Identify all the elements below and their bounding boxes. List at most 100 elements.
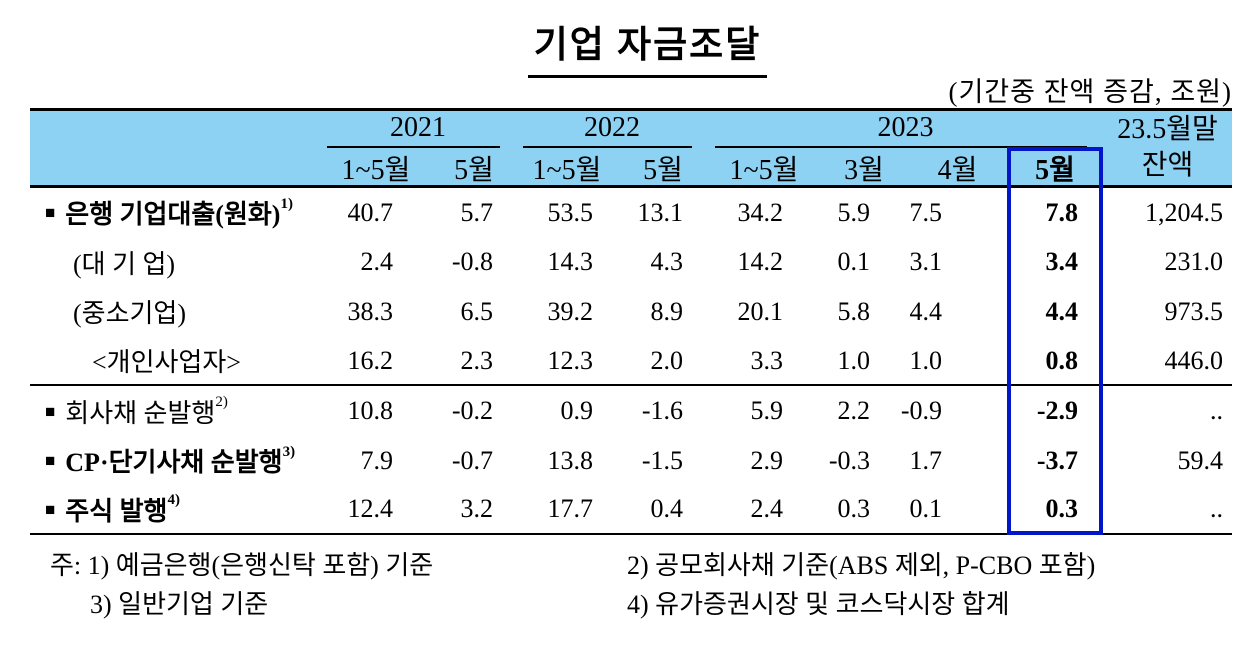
value-cell: 3.1 <box>909 247 943 277</box>
value-cell: 0.4 <box>618 486 708 536</box>
value-cell: 0.1 <box>908 486 1007 536</box>
value-cell: 2.2 <box>837 396 871 426</box>
value-cell: 4.3 <box>650 247 684 277</box>
footnote-2: 2) 공모회사채 기준(ABS 제외, P-CBO 포함) <box>627 551 1096 580</box>
value-cell: -3.7 <box>1036 445 1078 475</box>
value-cell: 2.3 <box>432 337 516 387</box>
value-cell: -1.5 <box>641 445 683 475</box>
value-cell: 38.3 <box>347 296 394 326</box>
row-label-text: 주식 발행 <box>65 496 168 526</box>
value-cell: 6.5 <box>460 296 494 326</box>
value-cell: 3.3 <box>708 337 820 387</box>
value-cell: 7.9 <box>360 445 394 475</box>
subcol-2023-jan-may: 1~5월 <box>729 155 799 186</box>
value-cell: 1,204.5 <box>1145 197 1223 227</box>
table-grid: 2021 2022 2023 23.5월말 잔액 1~5월 5월 1~5월 5월… <box>30 108 1232 536</box>
value-cell: 3.4 <box>1045 247 1079 277</box>
value-cell: 13.1 <box>637 197 684 227</box>
corner-cell <box>30 108 320 188</box>
value-cell: 39.2 <box>547 296 594 326</box>
value-cell: 59.4 <box>1177 445 1224 475</box>
value-cell: 14.3 <box>547 247 594 277</box>
value-cell: .. <box>1210 396 1223 426</box>
value-cell: 1.0 <box>820 337 908 387</box>
row-label: ■ CP·단기사채 순발행 3) <box>45 443 296 478</box>
row-label-text: (중소기업) <box>73 299 186 329</box>
subcol-2023-mar: 3월 <box>844 155 884 186</box>
value-cell: 17.7 <box>516 486 618 536</box>
value-cell: 0.3 <box>820 486 908 536</box>
footnote-3: 3) 일반기업 기준 <box>90 590 269 619</box>
value-cell: 973.5 <box>1164 296 1224 326</box>
row-label: ■ 회사채 순발행 2) <box>45 394 228 428</box>
value-cell: .. <box>1103 486 1232 536</box>
row-bullet-icon: ■ <box>45 499 56 519</box>
footnotes-right-column: 2) 공모회사채 기준(ABS 제외, P-CBO 포함) 4) 유가증권시장 … <box>627 546 1095 624</box>
value-cell: -2.9 <box>1036 396 1078 426</box>
value-cell: 0.3 <box>1007 486 1103 536</box>
row-label-text: (대 기 업) <box>73 249 176 279</box>
subcol-2022-jan-may: 1~5월 <box>532 155 602 186</box>
value-cell: 12.4 <box>320 486 432 536</box>
balance-column-header: 23.5월말 잔액 <box>1103 108 1232 188</box>
value-cell: -1.6 <box>641 396 683 426</box>
value-cell: 4.4 <box>909 296 943 326</box>
row-bullet-icon: ■ <box>45 203 56 223</box>
value-cell: 1.7 <box>909 445 943 475</box>
value-cell: 12.3 <box>516 337 618 387</box>
row-label-text: CP·단기사채 순발행 <box>65 448 283 478</box>
value-cell: 5.9 <box>750 396 784 426</box>
value-cell: 40.7 <box>347 197 394 227</box>
financing-table: 2021 2022 2023 23.5월말 잔액 1~5월 5월 1~5월 5월… <box>30 108 1232 541</box>
value-cell: 5.9 <box>837 197 871 227</box>
value-cell: 16.2 <box>320 337 432 387</box>
balance-header-line1: 23.5월말 <box>1117 114 1218 145</box>
value-cell: 0.8 <box>1007 337 1103 387</box>
value-cell: 1.0 <box>908 337 1007 387</box>
row-label: (중소기업) <box>30 287 320 337</box>
value-cell: -0.7 <box>451 445 493 475</box>
col-group-2021: 2021 <box>320 108 516 148</box>
value-cell: 3.2 <box>432 486 516 536</box>
col-group-2023: 2023 <box>708 108 1103 148</box>
value-cell: 446.0 <box>1103 337 1232 387</box>
footnote-4: 4) 유가증권시장 및 코스닥시장 합계 <box>627 590 1010 619</box>
value-cell: 53.5 <box>547 197 594 227</box>
value-cell: 2.9 <box>750 445 784 475</box>
subcol-2021-may: 5월 <box>454 155 494 186</box>
unit-note: (기간중 잔액 증감, 조원) <box>948 77 1232 107</box>
value-cell: 20.1 <box>737 296 784 326</box>
page-title: 기업 자금조달 <box>527 14 768 78</box>
value-cell: 2.0 <box>618 337 708 387</box>
row-bullet-icon: ■ <box>45 401 56 421</box>
row-label: <개인사업자> <box>30 337 320 387</box>
subcol-2023-apr: 4월 <box>937 155 978 186</box>
value-cell: 10.8 <box>347 396 394 426</box>
value-cell: 0.1 <box>837 247 871 277</box>
value-cell: 2.4 <box>360 247 394 277</box>
row-label: ■ 주식 발행 4) <box>30 486 320 536</box>
value-cell: 5.8 <box>837 296 871 326</box>
row-label: (대 기 업) <box>30 238 320 288</box>
value-cell: 5.7 <box>460 197 494 227</box>
value-cell: 4.4 <box>1045 296 1079 326</box>
value-cell: 34.2 <box>737 197 784 227</box>
value-cell: 231.0 <box>1164 247 1224 277</box>
value-cell: 13.8 <box>547 445 594 475</box>
row-label-text: <개인사업자> <box>92 348 241 378</box>
row-label: ■ 은행 기업대출(원화) 1) <box>45 195 293 230</box>
footnote-1: 주: 1) 예금은행(은행신탁 포함) 기준 <box>50 551 434 580</box>
title-wrap: 기업 자금조달 <box>26 14 1243 78</box>
value-cell: 7.8 <box>1045 197 1079 227</box>
row-label-text: 은행 기업대출(원화) <box>65 200 281 230</box>
value-cell: 7.5 <box>909 197 943 227</box>
col-group-2022: 2022 <box>516 108 708 148</box>
subcol-2021-jan-may: 1~5월 <box>341 155 411 186</box>
subcol-2023-may-highlighted: 5월 <box>1035 155 1075 186</box>
footnotes-left-column: 주: 1) 예금은행(은행신탁 포함) 기준 3) 일반기업 기준 <box>50 546 433 624</box>
value-cell: 0.9 <box>560 396 594 426</box>
balance-header-line2: 잔액 <box>1141 150 1194 181</box>
value-cell: -0.9 <box>900 396 942 426</box>
value-cell: 2.4 <box>708 486 820 536</box>
